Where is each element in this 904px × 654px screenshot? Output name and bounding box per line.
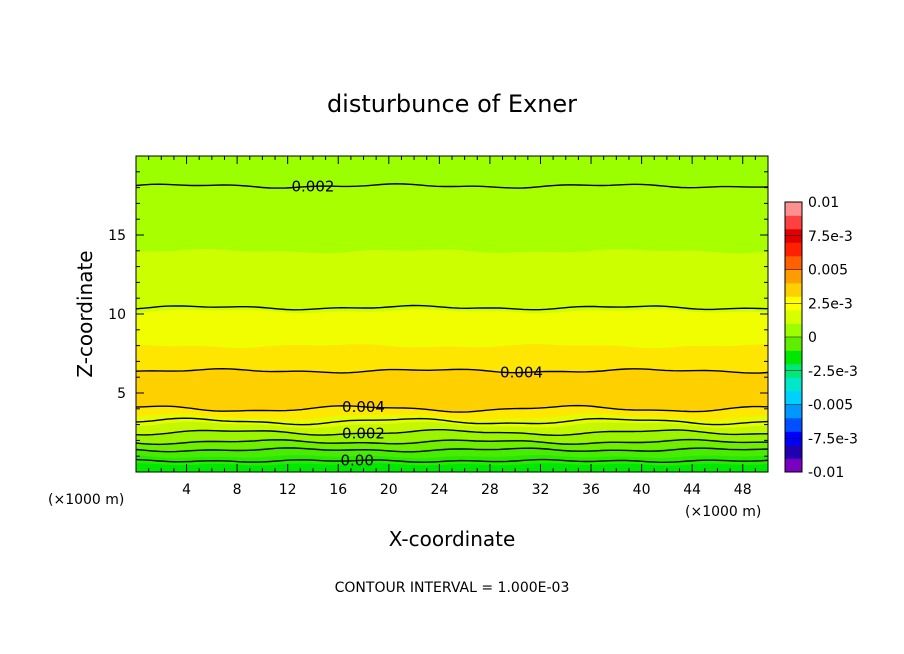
colorbar-segment [785,418,802,432]
contour-labels: 0.002 0.004 0.004 0.002 0.00 [291,177,543,470]
colorbar-tick-label: -0.005 [808,398,853,414]
contour-band [135,368,769,413]
x-tick-label: 32 [532,482,550,498]
contour-band [135,308,769,349]
x-unit-left: (×1000 m) [48,492,124,508]
colorbar-tick-label: -7.5e-3 [808,431,858,447]
x-tick-label: 8 [233,482,242,498]
contour-line [135,458,769,464]
contour-label: 0.002 [342,424,385,442]
colorbar-segment [785,215,802,230]
chart-title: disturbunce of Exner [327,90,577,118]
colorbar-segment [785,391,802,405]
contour-line [135,429,768,437]
contour-band [135,248,769,314]
y-tick-label: 15 [108,228,126,244]
colorbar-tick-label: 0.005 [808,263,848,279]
colorbar-tick-label: 0 [808,330,817,346]
contour-line [135,367,769,374]
contour-line [135,447,769,453]
colorbar-segment [785,377,802,392]
colorbar-tick-label: 0.01 [808,195,839,211]
contour-label: 0.00 [340,452,373,470]
colorbar-segment [785,310,802,324]
x-tick-label: 24 [430,482,448,498]
contour-line [135,438,768,446]
colorbar-segment [785,458,802,473]
x-tick-label: 36 [582,482,600,498]
colorbar-tick-label: 7.5e-3 [808,229,853,245]
x-tick-label: 28 [481,482,499,498]
x-axis-label: X-coordinate [389,527,516,551]
contour-lines [135,183,769,464]
x-tick-label: 4 [182,482,191,498]
contour-band [135,155,769,187]
contour-band [135,181,769,254]
colorbar-tick-label: -0.01 [808,465,844,481]
colorbar-segment [785,337,802,351]
colorbar-tick-label: 2.5e-3 [808,296,853,312]
y-tick-label: 5 [117,386,126,402]
y-axis-label: Z-coordinate [73,250,97,377]
contour-label: 0.004 [342,398,385,416]
colorbar-segment [785,242,802,257]
colorbar-segment [785,404,802,419]
y-tick-label: 10 [108,307,126,323]
colorbar-segment [785,269,802,284]
colorbar-segment [785,202,802,216]
x-tick-label: 40 [633,482,651,498]
colorbar-tick-label: -2.5e-3 [808,364,858,380]
contour-line [135,404,769,413]
contour-label: 0.002 [291,177,334,195]
x-ticks: 4 8 12 16 20 24 28 32 36 40 44 48 [148,156,756,498]
contour-label: 0.004 [500,364,543,382]
x-tick-label: 48 [734,482,752,498]
colorbar: 0.01 7.5e-3 0.005 2.5e-3 0 -2.5e-3 -0.005 -7.5e… [784,195,858,481]
contour-line [135,183,769,189]
x-tick-label: 16 [329,482,347,498]
contour-line [135,417,769,426]
x-tick-label: 12 [279,482,297,498]
x-tick-label: 20 [380,482,398,498]
contour-interval-note: CONTOUR INTERVAL = 1.000E-03 [335,580,570,596]
colorbar-segment [785,256,802,270]
filled-contour-bands [135,155,769,473]
colorbar-segment [785,323,802,338]
colorbar-segment [785,445,802,459]
x-tick-label: 44 [683,482,701,498]
colorbar-segment [785,350,802,365]
x-unit-right: (×1000 m) [685,504,761,520]
colorbar-segment [785,283,802,297]
contour-line [135,304,769,311]
y-ticks: 5 10 15 [108,171,768,457]
